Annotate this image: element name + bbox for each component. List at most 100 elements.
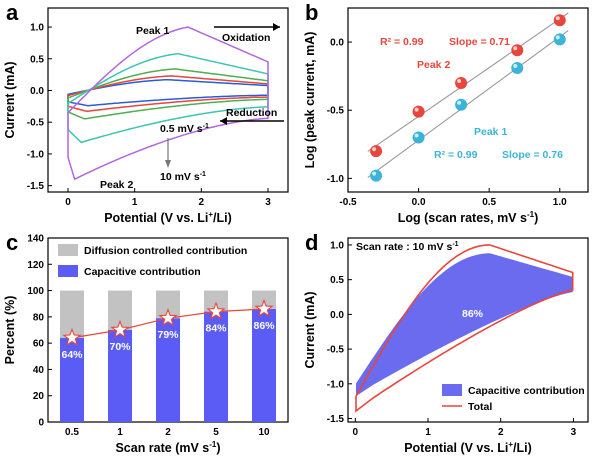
percent-label: 79% bbox=[157, 329, 179, 341]
plot-frame-b bbox=[347, 7, 589, 193]
point-highlight bbox=[372, 147, 377, 152]
x-axis-title-c: Scan rate (mV s-1) bbox=[115, 440, 220, 455]
slope-peak1: Slope = 0.76 bbox=[502, 149, 563, 161]
x-tick-label: 2 bbox=[498, 427, 504, 438]
panel-letter-c: c bbox=[6, 230, 18, 255]
capacitive-area bbox=[356, 253, 573, 397]
star-marker bbox=[62, 327, 82, 347]
y-tick-label: -1.5 bbox=[27, 181, 45, 192]
ticks-b: -0.5 0.0 0.5 1.0 -1.0 -0.5 0.0 bbox=[327, 38, 567, 208]
fit-line-peak1 bbox=[367, 30, 569, 178]
y-tick-label: 0.5 bbox=[30, 54, 44, 65]
point-highlight bbox=[414, 133, 419, 138]
y-tick-label: -1.0 bbox=[327, 174, 345, 185]
y-tick-label: 60 bbox=[33, 339, 45, 350]
y-axis-title-d: Current (mA) bbox=[303, 291, 317, 368]
percent-label: 84% bbox=[205, 323, 227, 335]
panel-c: c 0 20 40 60 80 100 120 140 0.5 1 2 5 10 64% 70% 79% 84… bbox=[3, 230, 289, 455]
legend-label-total: Total bbox=[468, 401, 492, 413]
point-highlight bbox=[457, 78, 462, 83]
annotation-oxidation: Oxidation bbox=[222, 32, 270, 44]
annotation-scan-rate-d: Scan rate : 10 mV s-1 bbox=[356, 241, 459, 253]
annotation-rate-high: 10 mV s-1 bbox=[160, 171, 206, 183]
ticks-c: 0 20 40 60 80 100 120 140 0.5 1 2 5 10 bbox=[27, 234, 270, 439]
percent-label: 70% bbox=[109, 341, 131, 353]
y-tick-label: 20 bbox=[33, 391, 45, 402]
star-marker bbox=[254, 298, 274, 318]
x-tick-label: 10 bbox=[258, 427, 270, 438]
annotation-rate-low: 0.5 mV s-1 bbox=[160, 123, 209, 135]
x-tick-label: -0.5 bbox=[339, 197, 357, 208]
y-tick-label: 1.0 bbox=[30, 23, 44, 34]
y-tick-label: 1.0 bbox=[330, 240, 344, 251]
point-highlight bbox=[513, 63, 518, 68]
x-tick-label: 0.5 bbox=[65, 427, 79, 438]
y-tick-label: -1.5 bbox=[327, 414, 345, 425]
percent-label: 64% bbox=[61, 349, 83, 361]
ticks-a: 0 1 2 3 -1.5 -1.0 -0.5 0.0 0.5 1.0 bbox=[27, 23, 271, 208]
panel-letter-a: a bbox=[6, 0, 19, 25]
x-tick-label: 1 bbox=[117, 427, 123, 438]
legend-swatch-capacitive-d bbox=[442, 384, 462, 396]
legend-swatch-diffusion bbox=[58, 244, 78, 256]
point-peak1 bbox=[511, 61, 524, 74]
x-tick-label: 3 bbox=[265, 197, 271, 208]
y-tick-label: 0 bbox=[38, 418, 44, 429]
x-tick-label: 3 bbox=[571, 427, 577, 438]
legend-label-capacitive-d: Capacitive contribution bbox=[468, 385, 585, 397]
fit-lines bbox=[367, 12, 569, 178]
panel-b: b -0.5 0.0 0.5 1.0 -1.0 -0.5 0.0 Log (peak cur… bbox=[303, 0, 589, 225]
point-highlight bbox=[513, 46, 518, 51]
reduction-arrow-head bbox=[220, 117, 227, 125]
panel-a: a 0 1 2 3 -1.5 -1.0 -0.5 0.0 0.5 1.0 Current (mA)… bbox=[3, 0, 289, 225]
point-highlight bbox=[372, 171, 377, 176]
bar-capacitive-5 bbox=[204, 311, 228, 422]
plot-frame-a bbox=[47, 7, 289, 193]
oxidation-arrow-head bbox=[273, 23, 280, 31]
x-tick-label: 1.0 bbox=[553, 197, 567, 208]
x-tick-label: 2 bbox=[199, 197, 205, 208]
bar-diffusion-5 bbox=[204, 290, 228, 312]
legend-label-diffusion: Diffusion controlled contribution bbox=[84, 245, 247, 257]
point-highlight bbox=[414, 107, 419, 112]
bar-capacitive-2 bbox=[156, 318, 180, 422]
label-peak2: Peak 2 bbox=[417, 59, 450, 71]
y-axis-title-c: Percent (%) bbox=[3, 296, 17, 365]
x-tick-label: 0 bbox=[65, 197, 71, 208]
y-tick-label: -1.0 bbox=[327, 379, 345, 390]
point-peak2 bbox=[455, 76, 468, 89]
x-axis-title-a: Potential (V vs. Li+/Li) bbox=[104, 210, 232, 225]
x-tick-label: 0.5 bbox=[482, 197, 496, 208]
plot-frame-d bbox=[347, 237, 589, 423]
cv-curves bbox=[67, 26, 269, 181]
percent-label: 86% bbox=[253, 320, 275, 332]
point-peak2 bbox=[370, 145, 383, 158]
x-axis-title-d: Potential (V vs. Li+/Li) bbox=[404, 440, 532, 455]
y-tick-label: 100 bbox=[27, 286, 44, 297]
label-peak1: Peak 1 bbox=[474, 126, 507, 138]
point-peak2 bbox=[553, 14, 566, 27]
point-highlight bbox=[555, 35, 560, 40]
cv-curve-10 bbox=[67, 26, 269, 181]
center-percent-label: 86% bbox=[462, 308, 484, 320]
y-tick-label: 0.5 bbox=[330, 275, 344, 286]
point-peak1 bbox=[370, 169, 383, 182]
y-axis-title-a: Current (mA) bbox=[3, 61, 17, 138]
r2-peak1: R² = 0.99 bbox=[434, 149, 478, 161]
point-peak1 bbox=[412, 131, 425, 144]
rate-arrow-head bbox=[165, 160, 171, 168]
y-tick-label: 80 bbox=[33, 312, 45, 323]
annotation-peak1-a: Peak 1 bbox=[136, 25, 169, 37]
y-tick-label: 120 bbox=[27, 260, 44, 271]
x-tick-label: 1 bbox=[425, 427, 431, 438]
legend-swatch-capacitive bbox=[58, 265, 78, 277]
point-peak1 bbox=[455, 98, 468, 111]
point-peak2 bbox=[412, 105, 425, 118]
ticks-d: 0 1 2 3 -1.5 -1.0 -0.5 0.0 0.5 1.0 bbox=[327, 240, 577, 438]
total-cv-curve bbox=[355, 244, 574, 413]
scatter-points bbox=[370, 14, 566, 182]
y-tick-label: -0.5 bbox=[27, 118, 45, 129]
point-peak2 bbox=[511, 44, 524, 57]
trend-line: 64% 70% 79% 84% 86% bbox=[61, 298, 275, 361]
